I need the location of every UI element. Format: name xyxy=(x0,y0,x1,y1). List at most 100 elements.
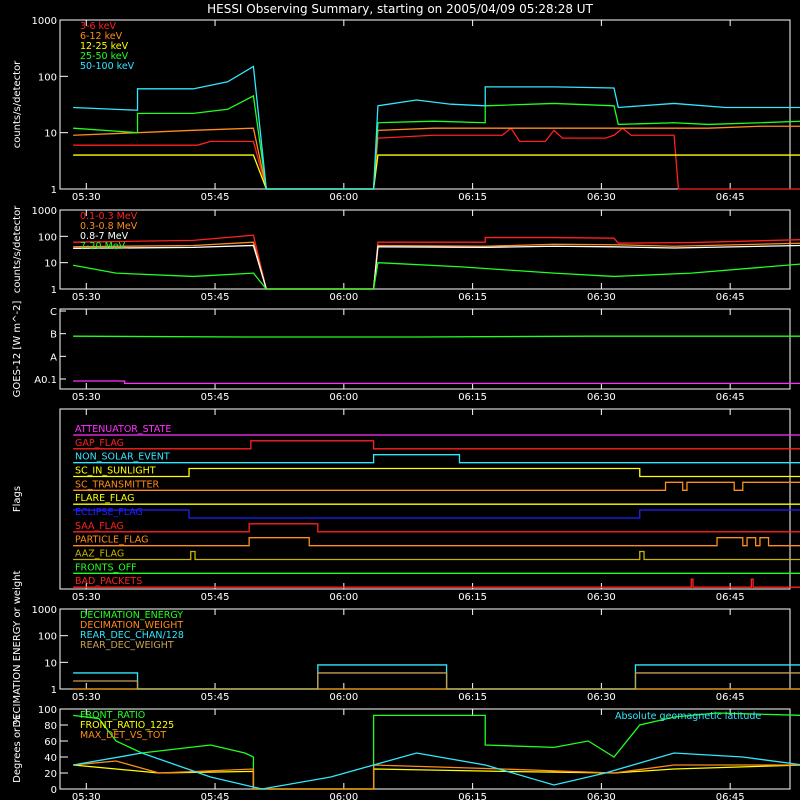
x-tick-label: 06:00 xyxy=(329,192,358,203)
y-tick-label: A0.1 xyxy=(34,375,57,386)
x-tick-label: 05:45 xyxy=(201,792,230,800)
flag-label: ATTENUATOR_STATE xyxy=(75,424,171,435)
flag-line xyxy=(73,523,800,533)
series-line xyxy=(73,154,800,190)
x-tick-label: 06:15 xyxy=(458,792,487,800)
legend-label: 12-25 keV xyxy=(80,41,129,52)
panel-frame xyxy=(59,408,791,590)
y-tick-label: 1000 xyxy=(32,16,57,27)
x-tick-label: 06:00 xyxy=(329,292,358,303)
y-tick-label: 1000 xyxy=(32,605,57,616)
flag-label: SC_IN_SUNLIGHT xyxy=(75,466,156,477)
flag-line xyxy=(73,440,800,450)
flag-line xyxy=(73,537,800,547)
flag-label: FRONTS_OFF xyxy=(75,562,137,573)
x-tick-label: 05:45 xyxy=(201,592,230,603)
series-line xyxy=(73,94,800,190)
x-tick-label: 06:30 xyxy=(587,292,616,303)
y-axis-label: Flags xyxy=(12,486,23,512)
y-tick-label: 10 xyxy=(44,129,57,140)
x-tick-label: 06:15 xyxy=(458,692,487,703)
x-tick-label: 05:30 xyxy=(72,692,101,703)
x-tick-label: 05:45 xyxy=(201,292,230,303)
series-line xyxy=(73,244,800,290)
series-line xyxy=(73,65,800,190)
x-tick-label: 06:45 xyxy=(716,792,745,800)
panel-ratio: 05:30 05:45 06:00 06:15 06:30 06:45 0 20 40 60 80 1… xyxy=(12,705,800,800)
y-tick-label: 1000 xyxy=(32,206,57,217)
x-tick-label: 06:00 xyxy=(329,692,358,703)
series-line xyxy=(73,672,800,690)
flag-line xyxy=(73,509,800,519)
x-tick-label: 06:45 xyxy=(716,692,745,703)
flag-label: BAD_PACKETS xyxy=(75,576,142,587)
x-tick-label: 06:15 xyxy=(458,292,487,303)
series-line xyxy=(73,335,800,338)
legend-label: 6-12 keV xyxy=(80,31,123,42)
flag-line xyxy=(73,578,800,588)
flag-label: AAZ_FLAG xyxy=(75,549,124,560)
y-tick-label: B xyxy=(50,330,57,341)
x-tick-label: 06:15 xyxy=(458,192,487,203)
y-tick-label: 10 xyxy=(44,259,57,270)
legend-label: MAX_DET_VS_TOT xyxy=(80,730,166,741)
y-tick-label: 0 xyxy=(51,785,57,796)
y-tick-label: 100 xyxy=(38,632,57,643)
y-tick-label: 1 xyxy=(51,685,57,696)
y-axis-label: Degrees or % xyxy=(12,715,23,783)
x-tick-label: 06:45 xyxy=(716,392,745,403)
flag-label: SAA_FLAG xyxy=(75,521,124,532)
legend-label: 0.1-0.3 MeV xyxy=(80,211,138,222)
legend-label: 50-100 keV xyxy=(80,61,135,72)
series-line xyxy=(73,380,800,385)
x-tick-label: 06:30 xyxy=(587,592,616,603)
x-tick-label: 06:30 xyxy=(587,392,616,403)
legend-label: 3-6 keV xyxy=(80,21,117,32)
y-axis-label: DECIMATION ENERGY or weight xyxy=(12,570,23,727)
x-tick-label: 06:45 xyxy=(716,592,745,603)
flag-label: SC_TRANSMITTER xyxy=(75,479,160,490)
x-tick-label: 05:45 xyxy=(201,692,230,703)
y-tick-label: 80 xyxy=(44,721,57,732)
legend-label: 7-20 MeV xyxy=(80,241,126,252)
x-tick-label: 06:30 xyxy=(587,192,616,203)
y-tick-label: 100 xyxy=(38,232,57,243)
panel-goes: 05:30 05:45 06:00 06:15 06:30 06:45 A0.1 AB C GOE… xyxy=(12,301,800,403)
x-tick-label: 06:00 xyxy=(329,592,358,603)
series-line xyxy=(73,664,800,690)
x-tick-label: 05:30 xyxy=(72,192,101,203)
flag-label: ECLIPSE_FLAG xyxy=(75,507,143,518)
y-axis-label: counts/s/detector xyxy=(12,205,23,293)
x-tick-label: 05:45 xyxy=(201,192,230,203)
x-tick-label: 06:00 xyxy=(329,392,358,403)
panel-lo: 05:30 05:45 06:00 06:15 06:30 06:45 1 10 100 1000… xyxy=(12,16,800,203)
y-tick-label: 1 xyxy=(51,185,57,196)
panel-frame xyxy=(59,209,791,290)
panel-flags: 05:30 05:45 06:00 06:15 06:30 06:45 Flags ATTEN… xyxy=(12,408,800,603)
y-tick-label: 100 xyxy=(38,705,57,716)
flag-label: FLARE_FLAG xyxy=(75,493,135,504)
flag-label: NON_SOLAR_EVENT xyxy=(75,452,170,463)
x-tick-label: 05:30 xyxy=(72,292,101,303)
legend-label: REAR_DEC_WEIGHT xyxy=(80,640,174,651)
x-tick-label: 06:45 xyxy=(716,192,745,203)
legend-label: Absolute geomagnetic latitude xyxy=(615,711,761,722)
x-tick-label: 05:30 xyxy=(72,392,101,403)
flag-line xyxy=(73,454,800,464)
flag-label: GAP_FLAG xyxy=(75,438,124,449)
legend-label: FRONT_RATIO_1225 xyxy=(80,720,174,731)
series-line xyxy=(73,125,800,190)
x-tick-label: 06:30 xyxy=(587,692,616,703)
series-line xyxy=(73,752,800,790)
legend-label: DECIMATION_ENERGY xyxy=(80,610,183,621)
y-tick-label: 40 xyxy=(44,753,57,764)
panel-dec: 05:30 05:45 06:00 06:15 06:30 06:451101001000… xyxy=(12,570,800,727)
panel-frame xyxy=(59,308,791,390)
y-tick-label: 60 xyxy=(44,737,57,748)
legend-label: DECIMATION_WEIGHT xyxy=(80,620,183,631)
y-tick-label: 100 xyxy=(38,72,57,83)
x-tick-label: 06:45 xyxy=(716,292,745,303)
x-tick-label: 05:30 xyxy=(72,592,101,603)
x-tick-label: 05:45 xyxy=(201,392,230,403)
series-line xyxy=(73,234,800,290)
